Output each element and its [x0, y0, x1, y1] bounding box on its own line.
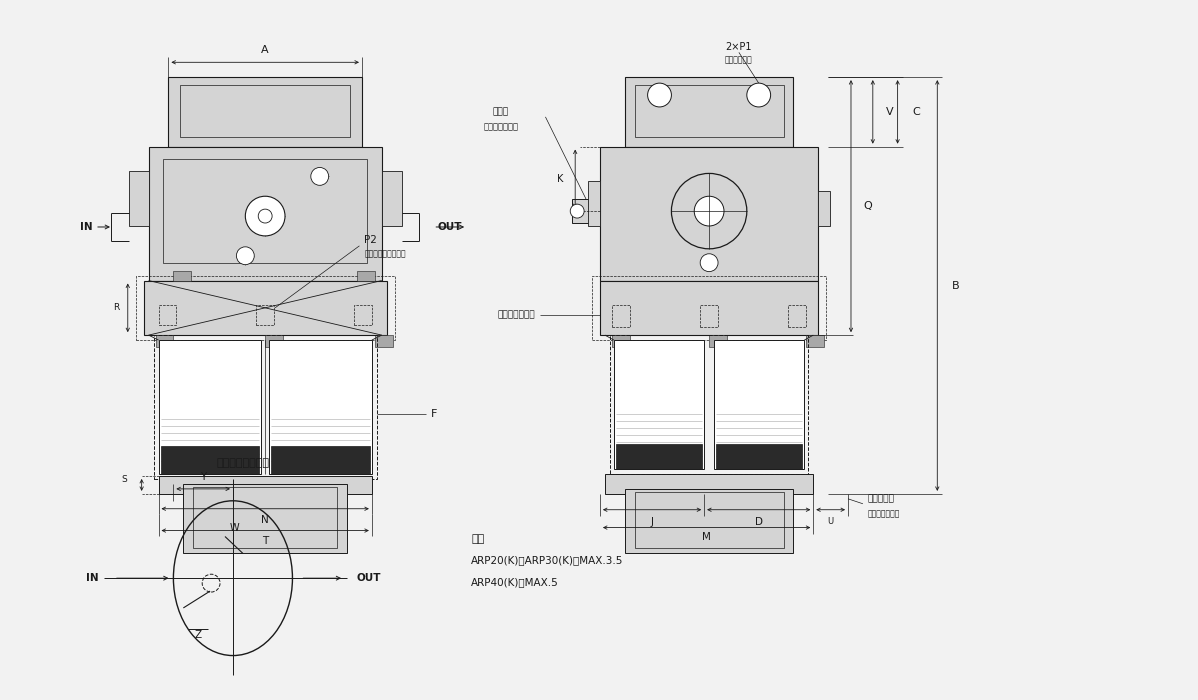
Bar — [382, 172, 401, 226]
Text: W: W — [230, 523, 240, 533]
Bar — [158, 340, 261, 474]
Text: U: U — [828, 517, 834, 526]
Text: B: B — [952, 281, 960, 290]
Text: N: N — [261, 514, 270, 524]
Bar — [265, 335, 283, 347]
Bar — [161, 446, 259, 474]
Text: K: K — [557, 174, 563, 184]
Bar — [635, 85, 783, 136]
Bar — [169, 77, 362, 146]
Bar — [818, 191, 830, 226]
Circle shape — [694, 196, 724, 226]
Bar — [600, 281, 818, 335]
Bar — [153, 335, 377, 479]
Bar — [357, 271, 375, 281]
Bar — [610, 335, 809, 474]
Text: F: F — [431, 409, 437, 419]
Bar — [588, 181, 600, 226]
Bar — [144, 281, 387, 335]
Text: ブラケット: ブラケット — [867, 494, 895, 503]
Bar — [625, 489, 793, 554]
Text: IN: IN — [80, 222, 93, 232]
Bar — [600, 146, 818, 281]
Bar — [353, 305, 371, 326]
Text: 2×P1: 2×P1 — [726, 43, 752, 52]
Text: ブリードポート: ブリードポート — [498, 311, 536, 320]
Text: A: A — [261, 46, 270, 55]
Bar — [271, 446, 370, 474]
Text: ARP40(K)：MAX.5: ARP40(K)：MAX.5 — [471, 578, 558, 587]
Circle shape — [310, 167, 328, 186]
Circle shape — [648, 83, 671, 107]
Text: J: J — [651, 517, 654, 526]
Bar — [616, 444, 702, 469]
Bar — [573, 199, 600, 223]
Text: 圧力計: 圧力計 — [492, 107, 509, 116]
Text: D: D — [755, 517, 763, 526]
Text: Z: Z — [194, 630, 201, 640]
Bar — [174, 271, 192, 281]
Circle shape — [236, 247, 254, 265]
Bar — [625, 77, 793, 146]
Text: （オプション）: （オプション） — [483, 122, 519, 132]
Bar — [156, 335, 174, 347]
Circle shape — [246, 196, 285, 236]
Bar — [788, 305, 806, 327]
Bar — [158, 476, 371, 494]
Text: T: T — [262, 536, 268, 547]
Circle shape — [570, 204, 585, 218]
Bar — [256, 305, 274, 326]
Text: パネルカット寸法: パネルカット寸法 — [217, 458, 270, 468]
Bar — [375, 335, 393, 347]
Text: OUT: OUT — [437, 222, 461, 232]
Text: （接続口径）: （接続口径） — [725, 56, 752, 65]
Bar — [158, 305, 176, 326]
Circle shape — [671, 174, 746, 248]
Bar — [714, 340, 804, 469]
Bar — [149, 146, 382, 281]
Bar — [270, 340, 371, 474]
Bar — [605, 474, 813, 494]
Text: 板厚: 板厚 — [471, 533, 484, 543]
Bar — [183, 484, 347, 554]
Text: V: V — [885, 107, 894, 117]
Text: （圧力計接続口径）: （圧力計接続口径） — [364, 249, 406, 258]
Bar — [635, 492, 783, 548]
Text: R: R — [113, 303, 119, 312]
Bar — [700, 305, 718, 327]
Text: （オプション）: （オプション） — [867, 509, 900, 518]
Circle shape — [746, 83, 770, 107]
Text: IN: IN — [86, 573, 99, 583]
Bar — [163, 158, 367, 262]
Text: P2: P2 — [364, 235, 377, 245]
Bar — [135, 276, 394, 340]
Bar — [128, 172, 149, 226]
Text: OUT: OUT — [357, 573, 381, 583]
Text: C: C — [913, 107, 920, 117]
Bar — [592, 276, 827, 340]
Circle shape — [700, 254, 718, 272]
Bar — [613, 340, 704, 469]
Text: Y: Y — [200, 472, 206, 482]
Bar — [806, 335, 824, 347]
Text: S: S — [121, 475, 127, 484]
Text: M: M — [702, 533, 712, 542]
Bar — [709, 335, 727, 347]
Bar — [612, 305, 630, 327]
Bar — [612, 335, 630, 347]
Text: Q: Q — [863, 201, 872, 211]
Circle shape — [259, 209, 272, 223]
Text: ARP20(K)，ARP30(K)：MAX.3.5: ARP20(K)，ARP30(K)：MAX.3.5 — [471, 555, 623, 566]
Bar — [181, 85, 350, 136]
Bar — [193, 487, 337, 548]
Bar — [716, 444, 803, 469]
